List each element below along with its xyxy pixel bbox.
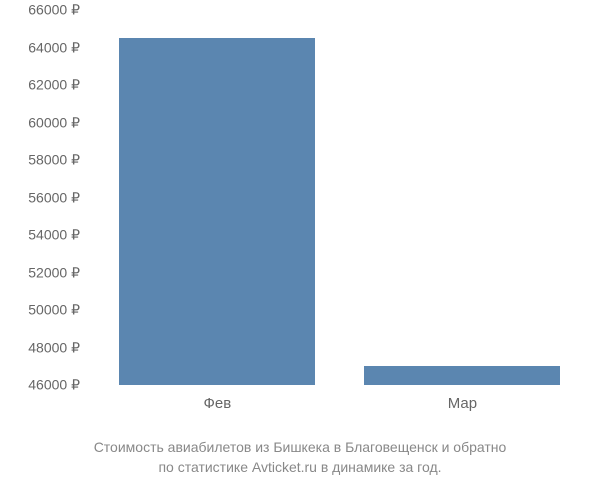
x-tick-label: Фев — [204, 395, 232, 412]
y-tick-label: 46000 ₽ — [28, 377, 80, 394]
y-axis: 46000 ₽48000 ₽50000 ₽52000 ₽54000 ₽56000… — [0, 0, 85, 390]
y-tick-label: 64000 ₽ — [28, 39, 80, 56]
y-tick-label: 54000 ₽ — [28, 227, 80, 244]
y-tick-label: 56000 ₽ — [28, 189, 80, 206]
y-tick-label: 58000 ₽ — [28, 152, 80, 169]
y-tick-label: 60000 ₽ — [28, 114, 80, 131]
bar-Фев — [119, 38, 315, 385]
chart-caption: Стоимость авиабилетов из Бишкека в Благо… — [0, 438, 600, 477]
plot-area — [90, 10, 580, 385]
y-tick-label: 50000 ₽ — [28, 302, 80, 319]
y-tick-label: 62000 ₽ — [28, 77, 80, 94]
y-tick-label: 48000 ₽ — [28, 339, 80, 356]
y-tick-label: 66000 ₽ — [28, 2, 80, 19]
caption-line-2: по статистике Avticket.ru в динамике за … — [0, 458, 600, 478]
x-tick-label: Мар — [448, 395, 477, 412]
y-tick-label: 52000 ₽ — [28, 264, 80, 281]
x-axis: Фев Мар — [90, 395, 580, 425]
chart-container: 46000 ₽ 48000 ₽ 50000 ₽ 52000 ₽ 54000 ₽ 56000… — [0, 0, 600, 500]
caption-line-1: Стоимость авиабилетов из Бишкека в Благо… — [0, 438, 600, 458]
bar-Мар — [364, 366, 560, 385]
